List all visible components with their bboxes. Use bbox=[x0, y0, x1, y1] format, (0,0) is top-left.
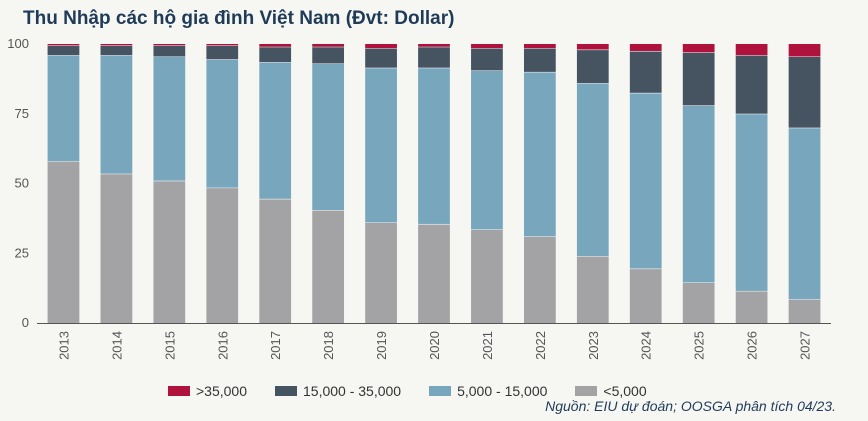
bar-segment-2013-0 bbox=[47, 161, 80, 323]
bar-segment-2016-1 bbox=[206, 59, 239, 188]
x-axis: 2013 2014 2015 2016 2017 2018 2019 2020 2021 2022… bbox=[37, 323, 831, 360]
bar-segment-2015-0 bbox=[153, 180, 186, 323]
bar-segment-2022-2 bbox=[523, 48, 556, 72]
x-tick-label: 2015 bbox=[162, 331, 177, 360]
bar-segment-2026-1 bbox=[735, 113, 768, 291]
bar-segment-2020-0 bbox=[418, 223, 450, 323]
legend-item: >35,000 bbox=[168, 383, 247, 399]
x-tick-label: 2025 bbox=[692, 331, 707, 360]
bar-segment-2024-0 bbox=[629, 268, 662, 323]
bar-segment-2023-2 bbox=[576, 49, 609, 84]
y-tick-label: 100 bbox=[7, 36, 29, 51]
legend-label: >35,000 bbox=[196, 383, 247, 399]
bar-segment-2026-2 bbox=[735, 55, 768, 114]
bar-segment-2027-0 bbox=[788, 299, 821, 323]
bar-segment-2019-0 bbox=[365, 222, 397, 323]
y-tick-label: 75 bbox=[15, 106, 29, 121]
bar-segment-2024-2 bbox=[629, 50, 662, 93]
legend: >35,000 15,000 - 35,000 5,000 - 15,000 <5,0… bbox=[168, 383, 647, 399]
x-tick-label: 2024 bbox=[639, 331, 654, 360]
bar-segment-2014-0 bbox=[100, 173, 133, 323]
bar-segment-2015-3 bbox=[153, 44, 186, 46]
bar-segment-2018-0 bbox=[312, 210, 345, 323]
bar-segment-2021-1 bbox=[471, 70, 503, 230]
y-axis: 0 25 50 75 100 bbox=[7, 36, 29, 330]
bar-segment-2025-1 bbox=[682, 105, 715, 283]
y-tick-label: 0 bbox=[22, 315, 29, 330]
legend-label: 15,000 - 35,000 bbox=[303, 383, 402, 399]
bar-segment-2013-2 bbox=[47, 45, 80, 56]
x-tick-label: 2016 bbox=[215, 331, 230, 360]
bar-segment-2014-1 bbox=[100, 55, 133, 174]
bar-segment-2026-0 bbox=[735, 290, 768, 323]
bar-segment-2023-3 bbox=[576, 44, 609, 50]
bar-segment-2021-0 bbox=[471, 229, 503, 323]
bar-segment-2026-3 bbox=[735, 44, 768, 56]
bar-segment-2024-1 bbox=[629, 92, 662, 269]
bar-segment-2014-3 bbox=[100, 44, 133, 46]
bar-segment-2018-2 bbox=[312, 46, 345, 64]
bar-segment-2027-1 bbox=[788, 127, 821, 300]
legend-swatch bbox=[575, 386, 598, 396]
bar-segment-2021-3 bbox=[471, 44, 503, 49]
bar-segment-2014-2 bbox=[100, 45, 133, 56]
bar-segment-2018-3 bbox=[312, 44, 345, 47]
bar-segment-2027-2 bbox=[788, 56, 821, 128]
x-tick-label: 2014 bbox=[109, 331, 124, 360]
x-tick-label: 2026 bbox=[745, 331, 760, 360]
legend-label: 5,000 - 15,000 bbox=[457, 383, 548, 399]
x-tick-label: 2018 bbox=[321, 331, 336, 360]
bar-segment-2017-3 bbox=[259, 44, 292, 47]
bar-segment-2016-2 bbox=[206, 45, 239, 60]
legend-swatch bbox=[168, 386, 190, 396]
bar-segment-2017-0 bbox=[259, 198, 292, 323]
y-tick-label: 25 bbox=[15, 245, 29, 260]
legend-swatch bbox=[275, 386, 297, 396]
bar-segment-2018-1 bbox=[312, 63, 345, 211]
bar-segment-2023-0 bbox=[576, 256, 609, 323]
bar-segment-2021-2 bbox=[471, 48, 503, 71]
bars bbox=[47, 44, 821, 323]
legend-label: <5,000 bbox=[603, 383, 647, 399]
legend-item: <5,000 bbox=[575, 383, 647, 399]
bar-segment-2020-1 bbox=[418, 67, 450, 224]
bar-segment-2019-1 bbox=[365, 67, 397, 223]
bar-segment-2020-2 bbox=[418, 46, 450, 68]
legend-swatch bbox=[429, 386, 452, 396]
bar-segment-2015-2 bbox=[153, 45, 186, 57]
bar-segment-2019-3 bbox=[365, 44, 397, 49]
bar-segment-2013-1 bbox=[47, 55, 80, 162]
x-tick-label: 2017 bbox=[268, 331, 283, 360]
y-tick-label: 50 bbox=[15, 176, 29, 191]
bar-segment-2019-2 bbox=[365, 48, 397, 68]
bar-segment-2017-2 bbox=[259, 46, 292, 63]
bar-segment-2025-0 bbox=[682, 282, 715, 323]
bar-segment-2024-3 bbox=[629, 44, 662, 51]
chart-title: Thu Nhập các hộ gia đình Việt Nam (Đvt: … bbox=[23, 8, 455, 29]
bar-segment-2013-3 bbox=[47, 44, 80, 46]
bar-segment-2023-1 bbox=[576, 83, 609, 257]
legend-item: 15,000 - 35,000 bbox=[275, 383, 401, 399]
source-note: Nguồn: EIU dự đoán; OOSGA phân tích 04/2… bbox=[545, 398, 836, 414]
x-tick-label: 2021 bbox=[480, 331, 495, 360]
legend-item: 5,000 - 15,000 bbox=[429, 383, 547, 399]
bar-segment-2025-2 bbox=[682, 52, 715, 106]
bar-segment-2017-1 bbox=[259, 62, 292, 199]
x-tick-label: 2022 bbox=[533, 331, 548, 360]
bar-segment-2016-3 bbox=[206, 44, 239, 46]
bar-segment-2025-3 bbox=[682, 44, 715, 53]
x-tick-label: 2027 bbox=[798, 331, 813, 360]
bar-segment-2016-0 bbox=[206, 187, 239, 323]
bar-segment-2022-1 bbox=[523, 71, 556, 237]
x-tick-label: 2020 bbox=[427, 331, 442, 360]
bar-segment-2027-3 bbox=[788, 44, 821, 57]
bar-segment-2015-1 bbox=[153, 56, 186, 181]
x-tick-label: 2019 bbox=[374, 331, 389, 360]
bar-segment-2022-3 bbox=[523, 44, 556, 49]
x-tick-label: 2013 bbox=[56, 331, 71, 360]
x-tick-label: 2023 bbox=[586, 331, 601, 360]
bar-segment-2020-3 bbox=[418, 44, 450, 47]
bar-segment-2022-0 bbox=[523, 236, 556, 323]
